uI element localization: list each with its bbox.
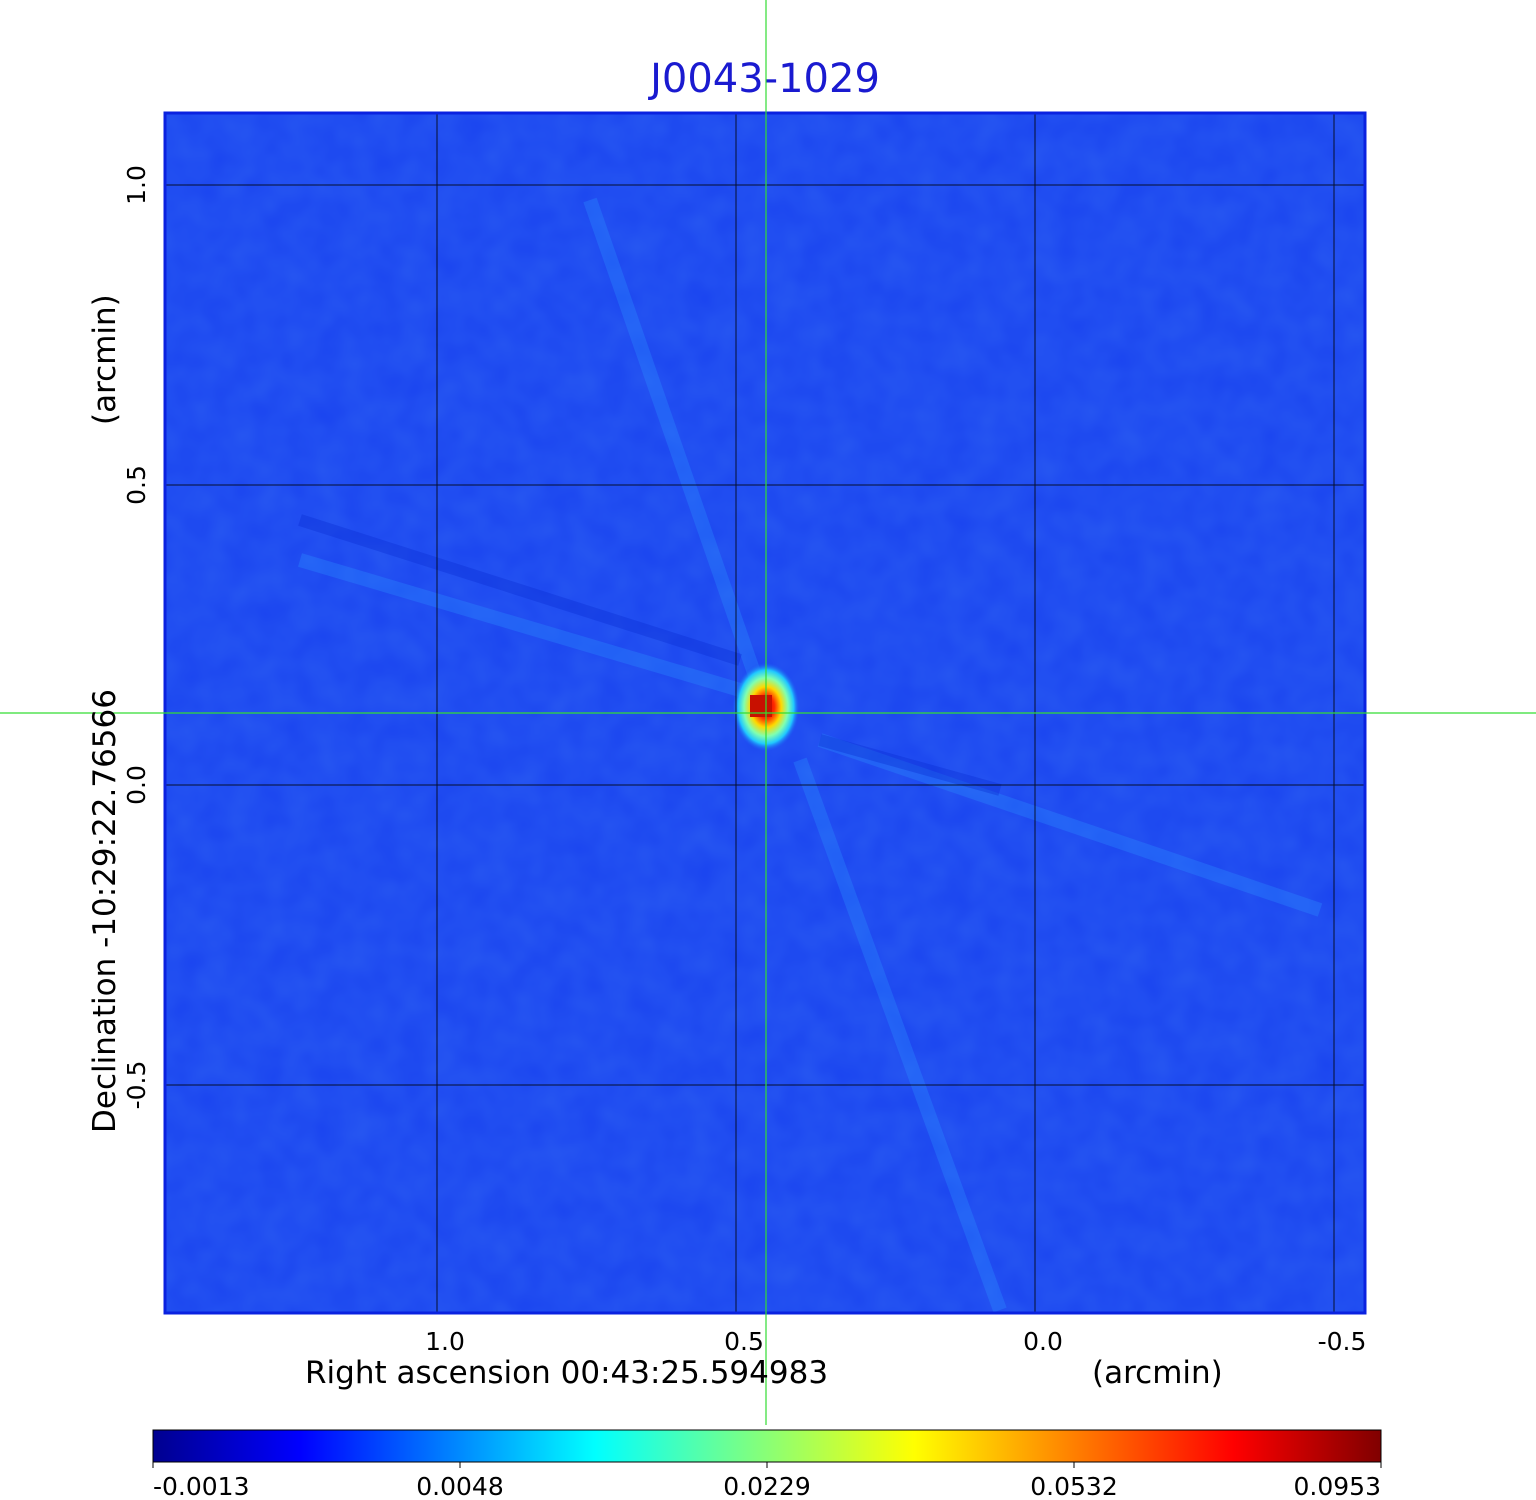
- y-axis-unit: (arcmin): [87, 294, 123, 425]
- colorbar-tick-label: 0.0532: [1030, 1472, 1117, 1500]
- colorbar-tick-label: 0.0953: [1294, 1472, 1381, 1500]
- y-tick-label: 0.5: [122, 465, 151, 505]
- coordinate-grid: [165, 113, 1365, 1313]
- x-tick-labels: 1.0 0.5 0.0 -0.5: [425, 1327, 1366, 1356]
- colorbar-tick-label: 0.0048: [416, 1472, 503, 1500]
- colorbar: [152, 1429, 1382, 1463]
- x-tick-label: -0.5: [1318, 1327, 1367, 1356]
- y-tick-label: 1.0: [122, 165, 151, 205]
- x-tick-label: 0.5: [724, 1327, 764, 1356]
- colorbar-tick-label: 0.0229: [723, 1472, 810, 1500]
- x-tick-label: 1.0: [425, 1327, 465, 1356]
- y-tick-label: -0.5: [122, 1061, 151, 1110]
- y-tick-label: 0.0: [122, 765, 151, 805]
- y-axis-label: Declination -10:29:22.76566: [87, 689, 123, 1133]
- figure-title: J0043-1029: [647, 56, 880, 102]
- colorbar-tick-labels: -0.0013 0.0048 0.0229 0.0532 0.0953: [152, 1462, 1382, 1500]
- x-tick-label: 0.0: [1023, 1327, 1063, 1356]
- colorbar-tick-label: -0.0013: [153, 1472, 250, 1500]
- x-axis-unit: (arcmin): [1092, 1355, 1223, 1391]
- x-axis-label: Right ascension 00:43:25.594983: [305, 1355, 828, 1391]
- y-tick-labels: 1.0 0.5 0.0 -0.5: [122, 165, 151, 1109]
